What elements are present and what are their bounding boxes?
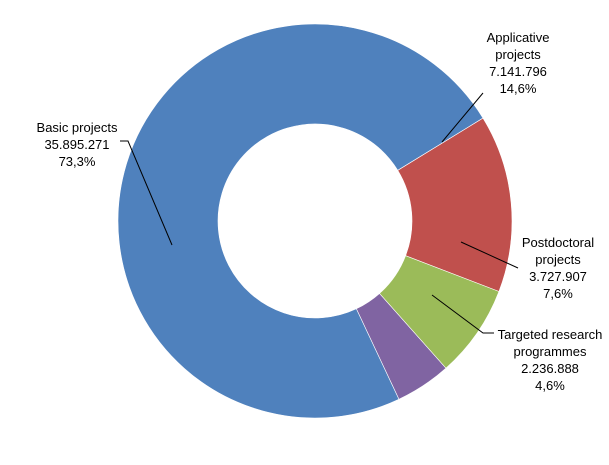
label-postdoctoral-projects-name-2: projects: [535, 252, 581, 267]
label-applicative-projects-name-1: Applicative: [487, 30, 550, 45]
label-postdoctoral-projects-value: 3.727.907: [529, 269, 587, 284]
label-applicative-projects: Applicative projects 7.141.796 14,6%: [487, 30, 550, 96]
label-targeted-research-percent: 4,6%: [535, 378, 565, 393]
label-targeted-research-name-2: programmes: [514, 344, 587, 359]
label-basic-projects-value: 35.895.271: [44, 137, 109, 152]
label-applicative-projects-percent: 14,6%: [500, 81, 537, 96]
label-basic-projects-percent: 73,3%: [59, 154, 96, 169]
label-basic-projects-name: Basic projects: [37, 120, 118, 135]
label-targeted-research-name-1: Targeted research: [498, 327, 603, 342]
label-postdoctoral-projects-name-1: Postdoctoral: [522, 235, 594, 250]
leader-line-targeted-research: [431, 294, 494, 334]
label-targeted-research-value: 2.236.888: [521, 361, 579, 376]
donut-slices: [117, 23, 513, 419]
leader-line-basic-projects: [120, 140, 173, 246]
label-applicative-projects-name-2: projects: [495, 47, 541, 62]
slice-basic-projects: [117, 23, 484, 419]
label-targeted-research: Targeted research programmes 2.236.888 4…: [498, 327, 603, 393]
slice-applicative-projects: [397, 117, 513, 292]
label-applicative-projects-value: 7.141.796: [489, 64, 547, 79]
label-basic-projects: Basic projects 35.895.271 73,3%: [37, 120, 118, 169]
label-postdoctoral-projects: Postdoctoral projects 3.727.907 7,6%: [522, 235, 594, 301]
label-postdoctoral-projects-percent: 7,6%: [543, 286, 573, 301]
leader-lines: [120, 92, 519, 334]
leader-line-postdoctoral-projects: [460, 241, 519, 269]
leader-line-applicative-projects: [441, 92, 484, 143]
